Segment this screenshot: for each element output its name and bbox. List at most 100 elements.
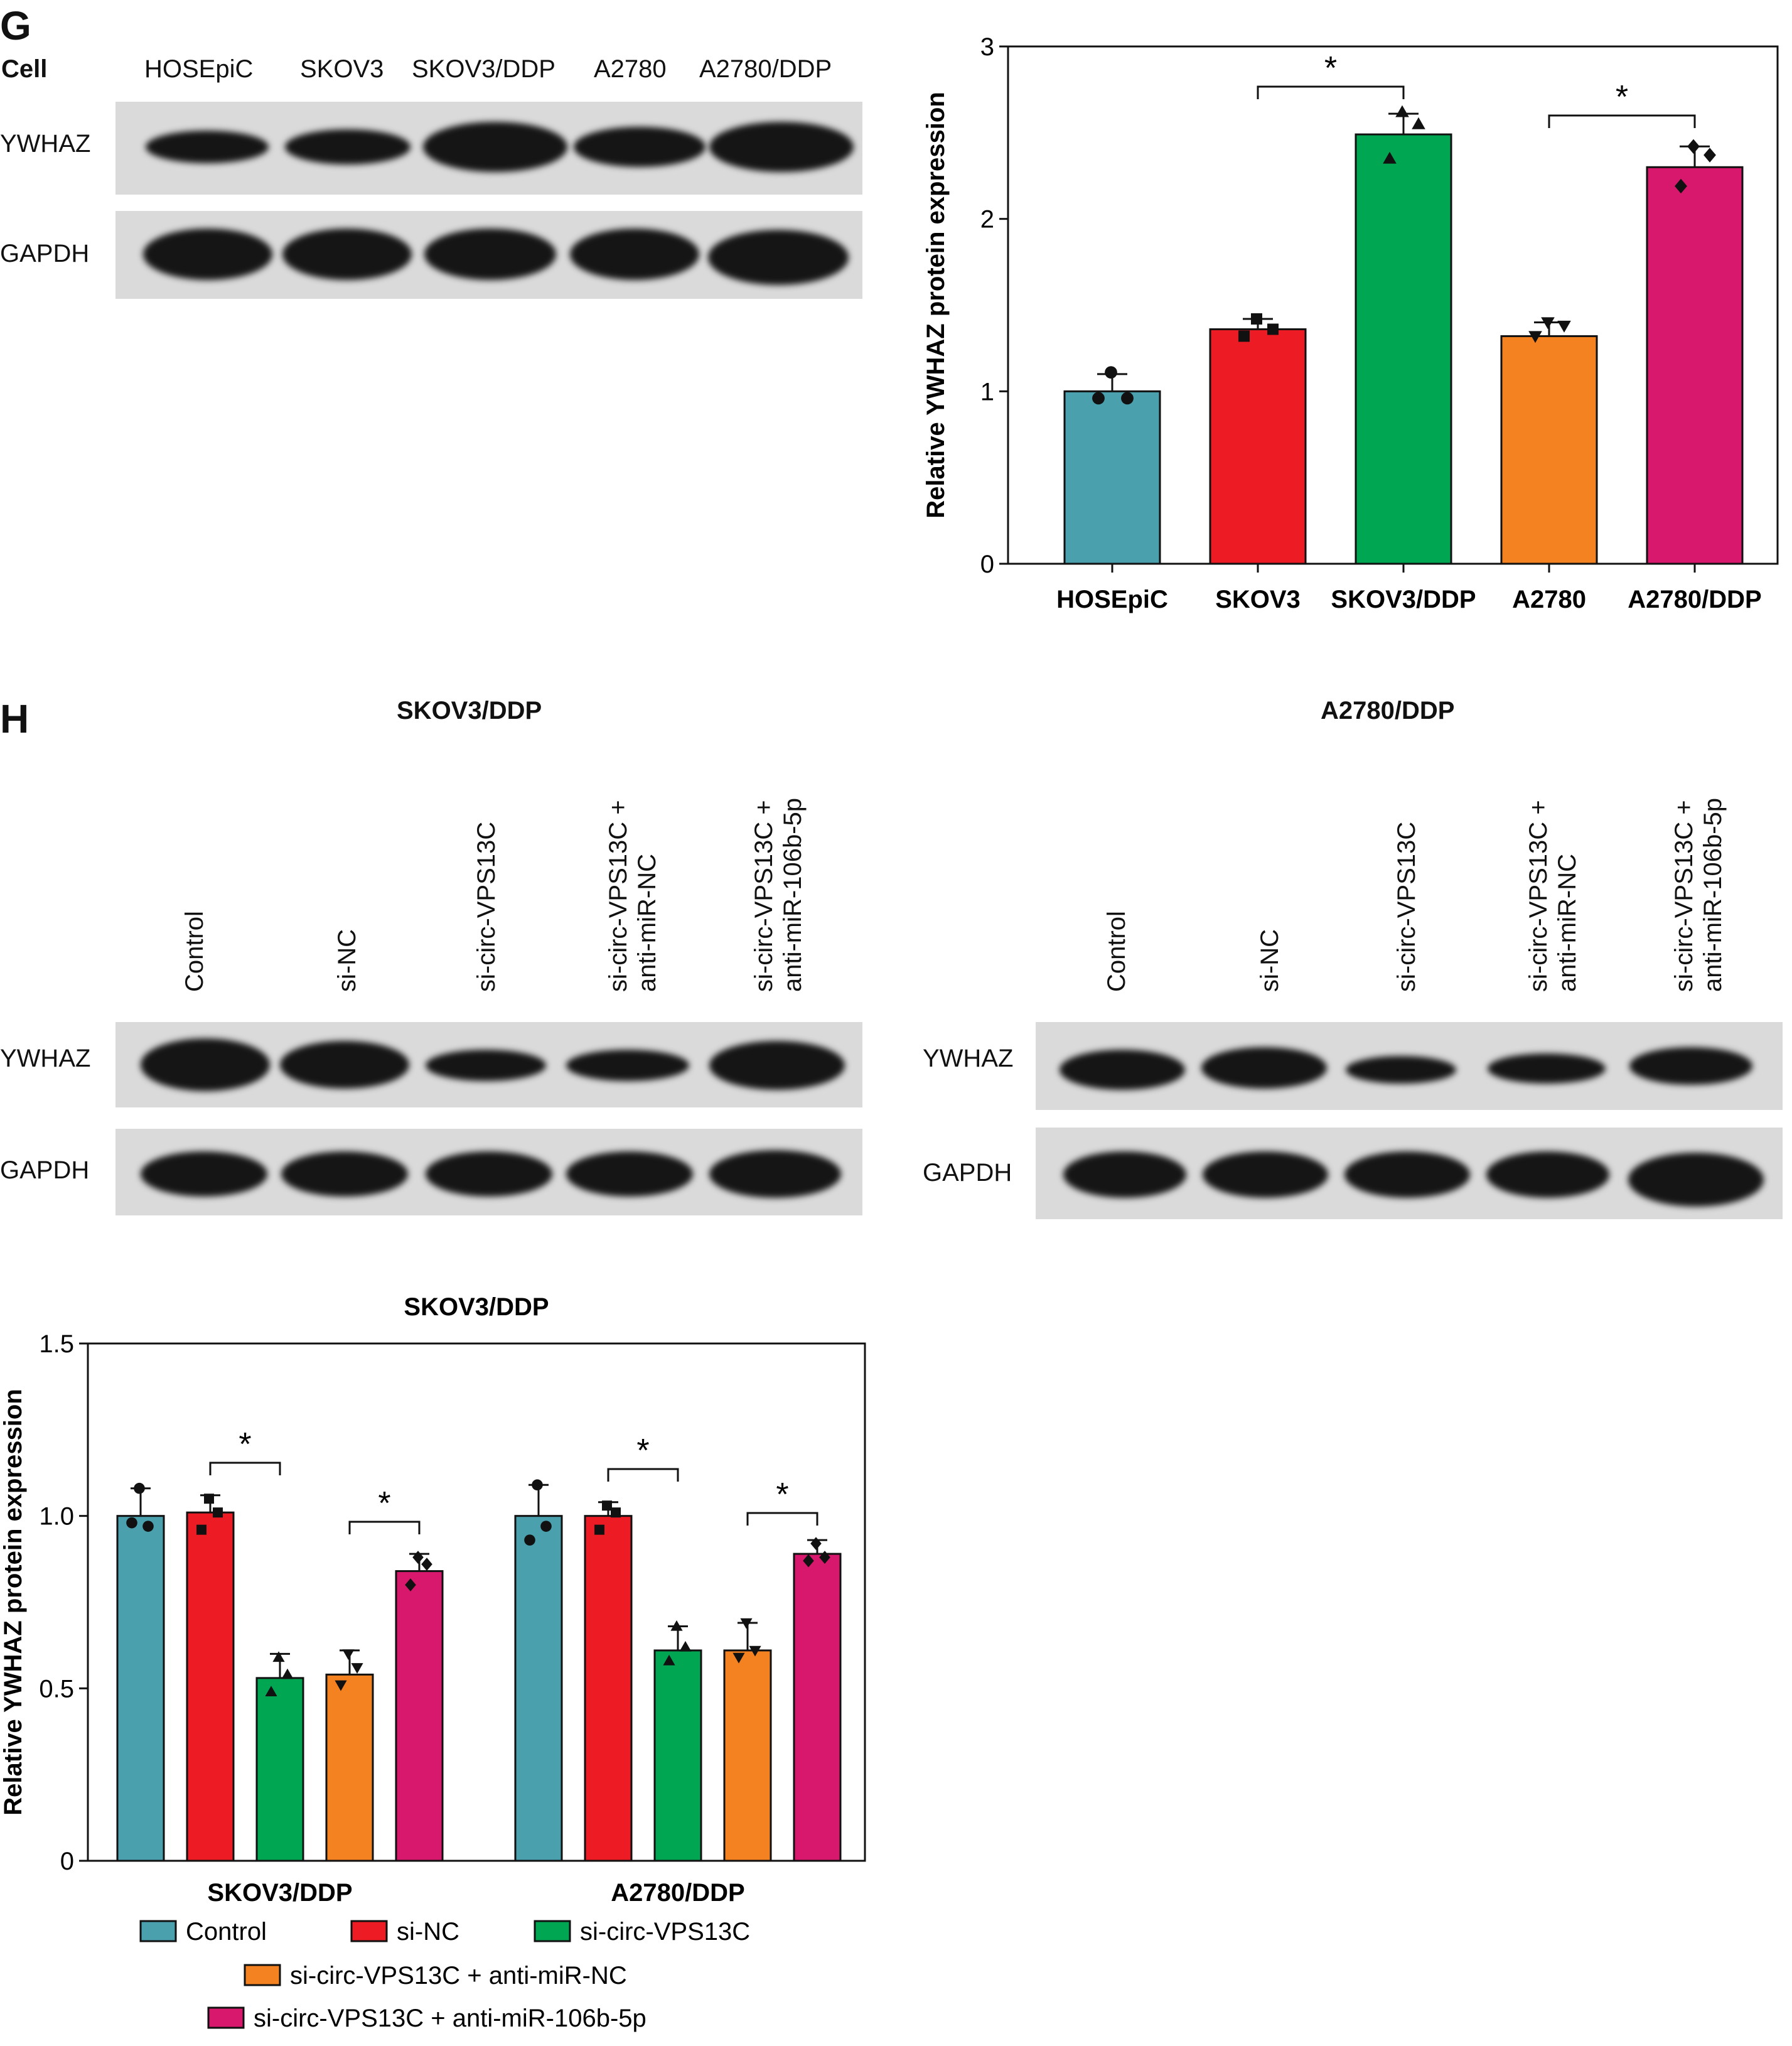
band <box>280 1041 409 1089</box>
band <box>1629 1047 1752 1085</box>
significance-star: * <box>378 1485 390 1522</box>
row-label-ywhaz: YWHAZ <box>923 1045 1014 1072</box>
data-point <box>732 1652 745 1664</box>
bar <box>514 1515 563 1862</box>
data-point <box>594 1524 604 1535</box>
legend-label: si-circ-VPS13C <box>580 1918 750 1946</box>
data-point <box>213 1507 223 1518</box>
significance-bracket <box>348 1521 421 1534</box>
band <box>426 1151 552 1197</box>
row-label-gapdh: GAPDH <box>0 1156 90 1184</box>
significance-bracket <box>607 1468 679 1482</box>
bar <box>1063 390 1161 565</box>
band <box>141 1038 270 1091</box>
significance-bracket <box>1548 114 1696 128</box>
significance-bracket <box>1257 85 1405 99</box>
blot-ywhaz-g <box>115 102 862 195</box>
band <box>426 1050 546 1081</box>
y-tick-label: 1.0 <box>39 1503 74 1531</box>
band <box>570 229 699 280</box>
band <box>1344 1151 1470 1198</box>
significance-star: * <box>239 1426 251 1463</box>
blot-title-a2780: A2780/DDP <box>1321 697 1455 724</box>
row-label-ywhaz: YWHAZ <box>0 1045 91 1072</box>
lane-label-si-circ: si-circ-VPS13C <box>1393 821 1420 992</box>
lane-label-skov3-ddp: SKOV3/DDP <box>412 55 555 83</box>
band <box>146 131 269 163</box>
lane-label-si-circ-anti-106b: si-circ-VPS13C + anti-miR-106b-5p <box>1670 797 1727 992</box>
y-tick-label: 0 <box>60 1848 74 1875</box>
lane-label-a2780-ddp: A2780/DDP <box>699 55 832 83</box>
data-point <box>1412 117 1425 129</box>
lane-label-si-nc: si-NC <box>333 929 361 992</box>
band <box>281 1151 408 1197</box>
bar <box>653 1649 702 1862</box>
legend-swatch <box>139 1920 177 1942</box>
blot-ywhaz-skov3 <box>115 1022 862 1107</box>
y-tick-label: 2 <box>980 206 994 234</box>
data-point <box>1105 366 1117 379</box>
data-point <box>819 1551 830 1564</box>
data-point <box>663 1654 675 1666</box>
data-point <box>1675 178 1687 194</box>
data-point <box>740 1618 753 1629</box>
data-point <box>532 1479 543 1491</box>
data-point <box>126 1517 137 1529</box>
y-axis-label: Relative YWHAZ protein expression <box>922 92 950 518</box>
lane-label-a2780: A2780 <box>594 55 667 83</box>
significance-star: * <box>636 1433 649 1469</box>
bar <box>395 1570 444 1862</box>
data-point <box>351 1663 363 1674</box>
band <box>1346 1056 1456 1084</box>
data-point <box>1383 151 1397 164</box>
data-point <box>1267 323 1279 335</box>
blot-gapdh-skov3 <box>115 1129 862 1215</box>
legend-label: si-NC <box>397 1918 459 1946</box>
plot-frame <box>87 1342 866 1862</box>
y-tick-label: 0 <box>980 551 994 578</box>
band <box>141 1151 267 1197</box>
band <box>709 1150 841 1198</box>
data-point <box>679 1640 692 1652</box>
lane-label-control: Control <box>181 911 208 992</box>
y-tick-label: 0.5 <box>39 1675 74 1703</box>
legend-label: si-circ-VPS13C + anti-miR-106b-5p <box>254 2005 647 2032</box>
band <box>1201 1047 1327 1089</box>
row-label-gapdh: GAPDH <box>923 1159 1012 1187</box>
legend-label: Control <box>186 1918 267 1946</box>
band <box>566 1151 693 1197</box>
band <box>1060 1050 1185 1090</box>
band <box>424 229 556 280</box>
y-tick-label: 1 <box>980 378 994 406</box>
data-point <box>1528 331 1542 343</box>
band <box>1063 1151 1186 1198</box>
lane-label-si-nc: si-NC <box>1256 929 1284 992</box>
lane-label-si-circ: si-circ-VPS13C <box>473 821 500 992</box>
band <box>423 122 567 172</box>
lane-label-hosepic: HOSEpiC <box>144 55 254 83</box>
blot-ywhaz-a2780 <box>1036 1022 1783 1110</box>
legend-swatch <box>534 1920 571 1942</box>
x-tick-label: A2780/DDP <box>1628 586 1761 613</box>
data-point <box>611 1507 621 1518</box>
panel-h-letter: H <box>0 696 30 741</box>
x-tick-label: SKOV3 <box>1215 586 1301 613</box>
bar <box>793 1553 842 1862</box>
data-point <box>134 1482 145 1494</box>
significance-star: * <box>1616 79 1628 116</box>
band <box>566 1050 689 1081</box>
data-point <box>1251 313 1262 325</box>
bar <box>1500 335 1598 565</box>
data-point <box>670 1620 683 1631</box>
cell-header: Cell <box>1 55 48 83</box>
bar <box>1646 166 1744 565</box>
x-tick-label: HOSEpiC <box>1056 586 1168 613</box>
band <box>282 229 412 280</box>
band <box>574 127 706 167</box>
bar <box>116 1515 165 1862</box>
band <box>285 129 410 164</box>
data-point <box>1703 148 1716 163</box>
data-point <box>421 1558 432 1571</box>
lane-label-si-circ-anti-106b: si-circ-VPS13C + anti-miR-106b-5p <box>750 797 807 992</box>
row-label-ywhaz: YWHAZ <box>0 130 91 158</box>
